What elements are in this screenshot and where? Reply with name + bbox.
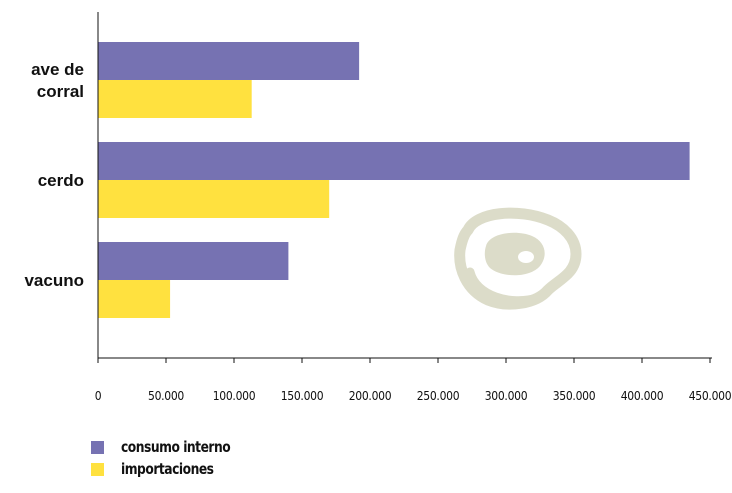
x-tick-label: 150.000: [281, 389, 324, 403]
bars-group: [98, 42, 690, 318]
legend-swatch-importaciones: [91, 462, 104, 476]
x-tick-label: 100.000: [213, 389, 256, 403]
legend-label-importaciones: importaciones: [121, 460, 214, 478]
bar-importaciones-vacuno: [98, 280, 171, 318]
x-tick-label: 450.000: [689, 389, 732, 403]
x-tick-label: 350.000: [553, 389, 596, 403]
x-tick-label: 300.000: [485, 389, 528, 403]
category-labels-group: ave de corral cerdo vacuno: [24, 60, 84, 290]
x-tick-label: 250.000: [417, 389, 460, 403]
x-tick-label: 200.000: [349, 389, 392, 403]
x-tick-label: 400.000: [621, 389, 664, 403]
x-tick-label: 50.000: [148, 389, 184, 403]
category-label-vacuno: vacuno: [24, 271, 84, 290]
bar-consumo-interno-ave-de-corral: [98, 42, 360, 80]
category-label-cerdo: cerdo: [38, 171, 84, 190]
bar-chart: 0 50.000 100.000 150.000 200.000 250.000 300.0…: [24, 12, 732, 403]
legend-label-consumo-interno: consumo interno: [121, 438, 231, 456]
legend-item-importaciones: importaciones: [91, 459, 254, 479]
bar-consumo-interno-cerdo: [98, 142, 690, 180]
category-label-ave-de-corral: ave de corral: [31, 60, 84, 101]
x-ticks-group: 0 50.000 100.000 150.000 200.000 250.000 300.0…: [95, 358, 732, 403]
legend: consumo interno importaciones: [91, 437, 254, 481]
bar-importaciones-cerdo: [98, 180, 330, 218]
legend-item-consumo-interno: consumo interno: [91, 437, 254, 457]
meat-steak-icon: [454, 207, 582, 310]
bar-consumo-interno-vacuno: [98, 242, 289, 280]
legend-swatch-consumo-interno: [91, 440, 104, 454]
bar-importaciones-ave-de-corral: [98, 80, 252, 118]
x-tick-label: 0: [95, 389, 102, 403]
